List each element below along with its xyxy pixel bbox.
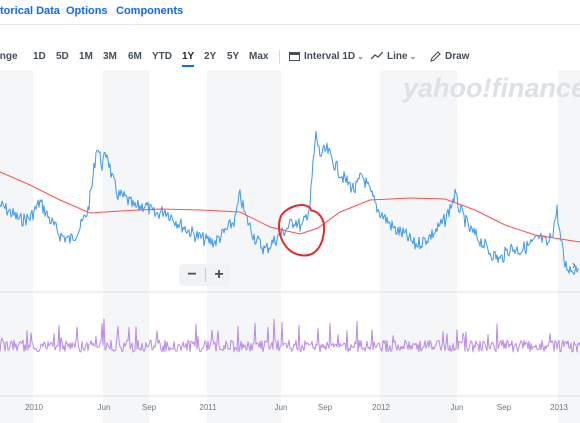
x-tick-label: Jun — [98, 403, 111, 412]
tab-historical-data[interactable]: torical Data — [0, 5, 60, 17]
interval-label: Interval — [304, 51, 340, 62]
line-chart-icon — [371, 51, 383, 60]
zoom-in-button[interactable]: + — [214, 266, 224, 283]
tab-components[interactable]: Components — [116, 5, 184, 17]
price-line — [0, 130, 580, 275]
range-label: Range — [0, 51, 18, 62]
x-tick-label: 2011 — [199, 403, 217, 412]
zoom-controls: − + — [179, 264, 231, 286]
draw-label: Draw — [445, 51, 470, 63]
range-1y-button[interactable]: 1Y — [182, 51, 195, 67]
period-band — [207, 70, 281, 423]
period-band — [558, 70, 580, 423]
x-tick-label: 2012 — [372, 403, 390, 412]
price-chart[interactable]: yahoo!finance 2010 Jun Sep 2011 Jun Sep … — [0, 70, 580, 423]
range-1m-button[interactable]: 1M — [79, 51, 93, 62]
range-3m-button[interactable]: 3M — [103, 51, 117, 62]
chevron-down-icon: ⌄ — [357, 52, 364, 61]
range-max-button[interactable]: Max — [249, 51, 269, 62]
period-band — [0, 70, 33, 423]
x-tick-label: 2010 — [25, 403, 43, 412]
tab-options[interactable]: Options — [66, 5, 108, 17]
chart-type-dropdown[interactable]: Line ⌄ — [371, 51, 416, 62]
chevron-right-icon[interactable]: › — [572, 258, 576, 272]
x-tick-label: Jun — [451, 403, 464, 412]
interval-dropdown[interactable]: Interval 1D ⌄ — [289, 51, 364, 62]
moving-average-line — [0, 171, 580, 243]
range-6m-button[interactable]: 6M — [128, 51, 142, 62]
x-tick-label: 2013 — [550, 403, 568, 412]
x-tick-label: Sep — [142, 403, 157, 412]
x-tick-label: Jun — [275, 403, 288, 412]
draw-button[interactable]: Draw — [430, 51, 469, 62]
annotation-circle — [278, 204, 326, 257]
x-tick-label: Sep — [497, 403, 512, 412]
chevron-down-icon: ⌄ — [409, 52, 417, 61]
chart-type-label: Line — [387, 51, 408, 62]
volume-indicator-line — [0, 318, 580, 353]
zoom-out-button[interactable]: − — [187, 266, 197, 283]
x-tick-label: Sep — [318, 403, 333, 412]
x-axis: 2010 Jun Sep 2011 Jun Sep 2012 Jun Sep 2… — [25, 403, 568, 412]
toolbar-divider — [279, 50, 280, 64]
range-2y-button[interactable]: 2Y — [204, 51, 217, 62]
range-1d-button[interactable]: 1D — [33, 51, 46, 62]
calendar-icon — [289, 52, 300, 62]
interval-value: 1D — [342, 51, 356, 62]
pencil-icon — [430, 51, 441, 62]
range-5d-button[interactable]: 5D — [56, 51, 69, 62]
yahoo-finance-logo: yahoo!finance — [401, 73, 580, 103]
quote-tabs: torical Data Options Components — [0, 0, 580, 25]
period-bands — [0, 70, 580, 423]
chart-toolbar: Range 1D 5D 1M 3M 6M YTD 1Y 2Y 5Y Max In… — [0, 44, 580, 70]
range-ytd-button[interactable]: YTD — [152, 51, 172, 62]
range-5y-button[interactable]: 5Y — [227, 51, 240, 62]
zoom-divider — [205, 268, 206, 282]
period-band — [103, 70, 149, 423]
